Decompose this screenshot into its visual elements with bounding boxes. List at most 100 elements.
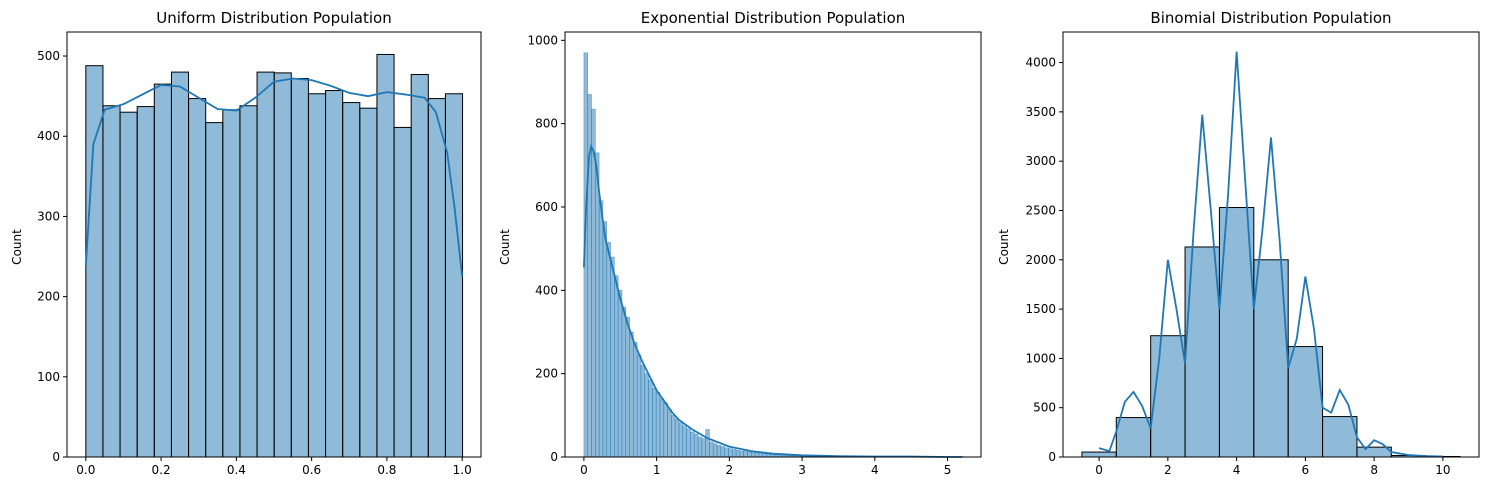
y-tick-label: 400 — [535, 283, 558, 297]
histogram-bar — [690, 431, 695, 458]
histogram-bar — [256, 71, 275, 458]
y-tick-label: 500 — [1033, 401, 1056, 415]
histogram-bar — [606, 242, 611, 458]
histogram-bar — [720, 446, 725, 458]
y-tick-label: 100 — [37, 370, 60, 384]
exponential-histogram-panel: Exponential Distribution Population Coun… — [498, 9, 982, 477]
histogram-bar — [1322, 416, 1358, 458]
y-axis-label: Count — [997, 229, 1011, 265]
y-tick-label: 400 — [37, 129, 60, 143]
y-tick-label: 300 — [37, 209, 60, 223]
x-tick-label: 2 — [1164, 463, 1172, 477]
chart-title: Exponential Distribution Population — [641, 9, 906, 27]
histogram-bar — [728, 448, 733, 458]
x-tick-label: 10 — [1435, 463, 1450, 477]
plot-frame — [1062, 31, 1480, 458]
histogram-bar — [307, 93, 327, 458]
y-axis-label: Count — [10, 229, 24, 265]
histogram-bar — [136, 106, 155, 458]
histogram-bar — [697, 436, 703, 458]
histogram-bar — [636, 354, 642, 458]
x-tick-label: 0 — [1095, 463, 1103, 477]
x-tick-label: 4 — [871, 463, 879, 477]
histogram-bar — [617, 290, 623, 458]
x-tick-label: 4 — [1233, 463, 1241, 477]
histogram-bar — [153, 83, 172, 458]
histogram-bar — [614, 275, 619, 458]
uniform-histogram-panel: Uniform Distribution Population Count 0.… — [10, 9, 482, 477]
chart-title: Binomial Distribution Population — [1150, 9, 1391, 27]
y-tick-label: 600 — [535, 200, 558, 214]
histogram-bar — [693, 433, 699, 458]
histogram-bar — [376, 53, 395, 458]
y-tick-label: 2000 — [1025, 253, 1056, 267]
histogram-bar — [239, 105, 258, 458]
histogram-bar — [663, 402, 668, 458]
histogram-bar — [290, 78, 309, 458]
x-tick-label: 0.6 — [302, 463, 321, 477]
histogram-bar — [716, 445, 722, 458]
x-tick-label: 1 — [653, 463, 661, 477]
ticks-group: 0 2 4 6 8 10 0 500 1000 1500 2000 2500 3000 3500 4000 — [1025, 56, 1450, 477]
histogram-bar — [625, 317, 630, 458]
bars-group — [85, 53, 464, 458]
chart-title: Uniform Distribution Population — [156, 9, 391, 27]
kde-line — [583, 143, 963, 458]
ticks-group: 0.0 0.2 0.4 0.6 0.8 1.0 0 100 200 300 400 500 — [37, 49, 472, 477]
bars-group — [583, 52, 965, 458]
histogram-bar — [222, 109, 241, 458]
histogram-bar — [682, 425, 687, 458]
y-tick-label: 500 — [37, 49, 60, 63]
histogram-bar — [674, 419, 680, 458]
histogram-bar — [747, 451, 752, 458]
histogram-bar — [188, 98, 207, 458]
x-tick-label: 3 — [798, 463, 806, 477]
histogram-bar — [652, 387, 657, 458]
histogram-bar — [595, 152, 600, 458]
y-tick-label: 200 — [535, 367, 558, 381]
histogram-bar — [678, 422, 684, 458]
histogram-bar — [712, 443, 718, 458]
histogram-bar — [342, 102, 361, 458]
histogram-bar — [739, 450, 744, 458]
x-tick-label: 0.2 — [152, 463, 171, 477]
histogram-bar — [735, 450, 741, 458]
histogram-bar — [640, 365, 646, 458]
histogram-bar — [644, 373, 649, 458]
x-tick-label: 0.0 — [76, 463, 95, 477]
x-tick-label: 0 — [580, 463, 588, 477]
histogram-bar — [686, 428, 691, 458]
histogram-bar — [273, 72, 292, 458]
x-tick-label: 2 — [726, 463, 734, 477]
histogram-bar — [119, 111, 138, 458]
y-tick-label: 2500 — [1025, 203, 1056, 217]
y-tick-label: 4000 — [1025, 56, 1056, 70]
histogram-bar — [648, 379, 653, 458]
histogram-bar — [602, 221, 608, 458]
histogram-bar — [754, 452, 760, 458]
histogram-bar — [205, 122, 224, 458]
histogram-bar — [610, 256, 615, 458]
x-tick-label: 0.8 — [377, 463, 396, 477]
y-axis-label: Count — [498, 229, 512, 265]
histogram-bar — [659, 398, 665, 458]
kde-line — [84, 77, 464, 277]
histogram-bar — [709, 441, 714, 458]
histogram-bar — [671, 415, 676, 458]
plot-frame — [66, 31, 482, 458]
histogram-bar — [1115, 417, 1152, 458]
histogram-bar — [359, 107, 378, 458]
histogram-bar — [1356, 446, 1392, 458]
histogram-bar — [621, 306, 627, 458]
histogram-bar — [598, 200, 604, 458]
x-tick-label: 6 — [1302, 463, 1310, 477]
histogram-bar — [731, 449, 737, 458]
histogram-bar — [444, 93, 464, 458]
y-tick-label: 3500 — [1025, 105, 1056, 119]
histogram-bar — [1150, 335, 1186, 458]
x-tick-label: 0.4 — [227, 463, 246, 477]
ticks-group: 0 1 2 3 4 5 0 200 400 600 800 1000 — [527, 33, 951, 477]
y-tick-label: 0 — [550, 450, 558, 464]
x-tick-label: 5 — [944, 463, 952, 477]
